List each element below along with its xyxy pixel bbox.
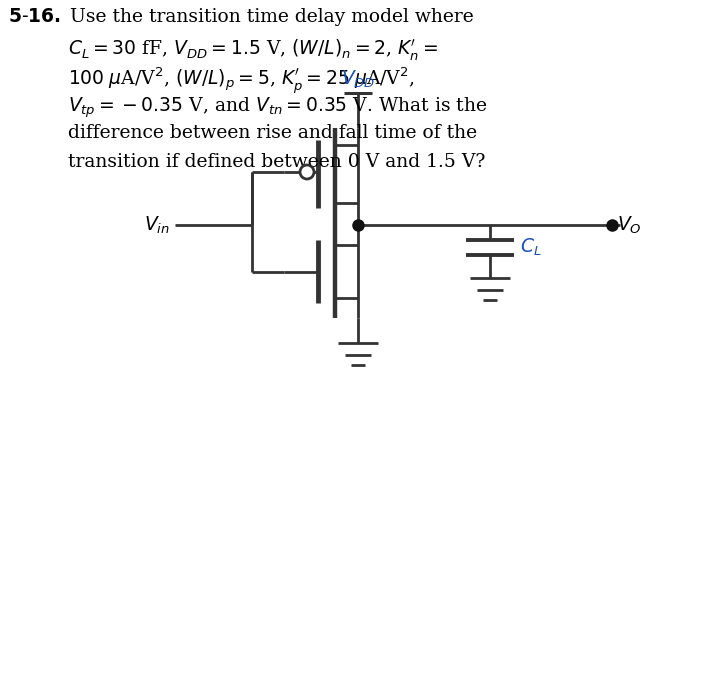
- Text: $V_{tp} = -0.35$ V, and $V_{tn} = 0.35$ V. What is the: $V_{tp} = -0.35$ V, and $V_{tn} = 0.35$ …: [68, 95, 488, 119]
- Text: Use the transition time delay model where: Use the transition time delay model wher…: [70, 8, 473, 26]
- Text: $V_O$: $V_O$: [617, 214, 642, 236]
- Text: $\mathbf{5\text{-}16.}$: $\mathbf{5\text{-}16.}$: [8, 8, 61, 26]
- Text: transition if defined between 0 V and 1.5 V?: transition if defined between 0 V and 1.…: [68, 153, 485, 171]
- Text: difference between rise and fall time of the: difference between rise and fall time of…: [68, 124, 477, 142]
- Text: $C_L = 30$ fF, $V_{DD} = 1.5$ V, $(W/L)_n = 2$, $K_n' =$: $C_L = 30$ fF, $V_{DD} = 1.5$ V, $(W/L)_…: [68, 37, 438, 62]
- Text: $C_L$: $C_L$: [520, 237, 542, 258]
- Text: $V_{DD}$: $V_{DD}$: [341, 69, 376, 90]
- Text: $V_{in}$: $V_{in}$: [144, 214, 170, 236]
- Text: $100\;\mu$A/V$^2$, $(W/L)_p = 5$, $K_p' = 25\;\mu$A/V$^2$,: $100\;\mu$A/V$^2$, $(W/L)_p = 5$, $K_p' …: [68, 66, 415, 96]
